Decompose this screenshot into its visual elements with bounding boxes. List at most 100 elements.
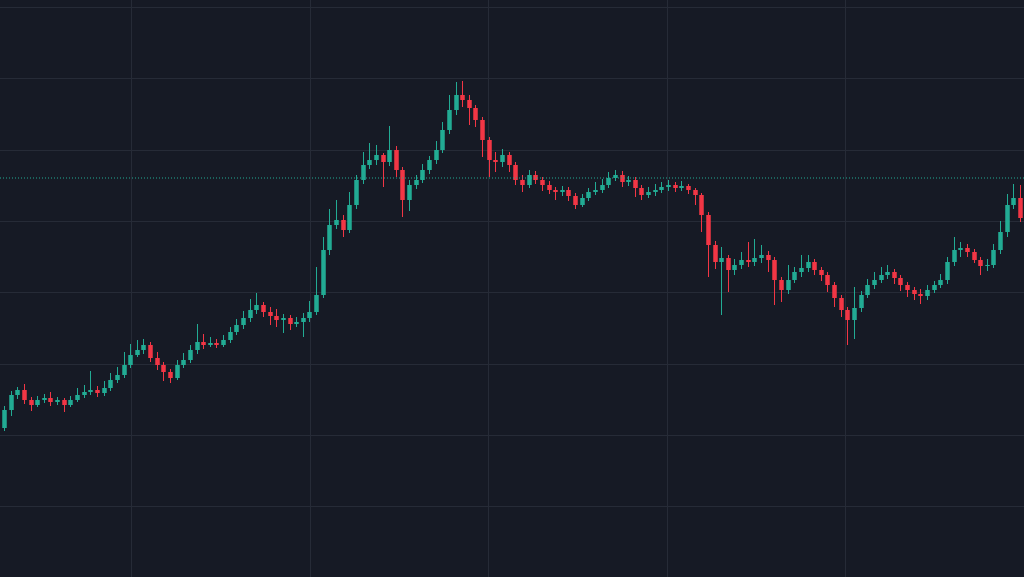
candle-body (985, 265, 990, 266)
candle-body (22, 390, 27, 400)
candle-body (726, 258, 731, 270)
candle-body (998, 232, 1003, 250)
candle-body (786, 280, 791, 290)
candle-body (553, 190, 558, 192)
candle-body (752, 258, 757, 262)
candle-body (294, 322, 299, 324)
candle-body (872, 280, 877, 285)
candle-body (639, 188, 644, 195)
candle-body (1011, 198, 1016, 205)
candle-body (387, 150, 392, 162)
candle-body (440, 130, 445, 150)
candle-body (865, 285, 870, 295)
candle-body (228, 332, 233, 340)
candle-body (925, 290, 930, 296)
candle-body (759, 255, 764, 258)
candle-body (95, 390, 100, 393)
candle-body (420, 170, 425, 180)
candle-body (739, 260, 744, 265)
candle-body (394, 150, 399, 170)
candle-body (102, 388, 107, 393)
candle-body (520, 180, 525, 185)
candle-body (991, 250, 996, 265)
candle-body (175, 365, 180, 378)
candle-body (460, 95, 465, 100)
candle-body (274, 316, 279, 320)
candle-body (155, 358, 160, 365)
candle-body (347, 205, 352, 230)
candle-body (507, 155, 512, 165)
candle-body (181, 360, 186, 365)
candle-body (732, 265, 737, 270)
candle-body (679, 186, 684, 188)
candle-body (214, 343, 219, 345)
candle-body (341, 220, 346, 230)
candle-body (633, 180, 638, 188)
candle-body (580, 198, 585, 205)
candle-body (626, 180, 631, 182)
candle-body (467, 100, 472, 108)
candle-body (281, 318, 286, 320)
candle-body (221, 340, 226, 345)
candle-body (613, 175, 618, 178)
candle-body (381, 155, 386, 162)
candle-body (560, 190, 565, 192)
candle-body (646, 192, 651, 195)
candle-body (454, 95, 459, 110)
candle-body (248, 310, 253, 318)
candle-body (122, 365, 127, 375)
candle-body (912, 290, 917, 294)
candle-body (42, 398, 47, 400)
candle-body (321, 250, 326, 295)
candle-body (892, 272, 897, 278)
candle-body (978, 260, 983, 266)
candle-body (673, 185, 678, 188)
candle-body (241, 318, 246, 325)
candle-body (135, 350, 140, 355)
candle-body (62, 400, 67, 405)
candle-body (400, 170, 405, 200)
candle-body (128, 355, 133, 365)
candle-body (898, 278, 903, 285)
candle-body (885, 272, 890, 275)
candle-body (540, 180, 545, 185)
candle-body (527, 175, 532, 185)
candle-body (932, 285, 937, 290)
candle-body (367, 160, 372, 165)
candle-body (958, 248, 963, 250)
candle-body (447, 110, 452, 130)
candle-body (82, 392, 87, 395)
candle-body (15, 390, 20, 395)
candle-body (268, 312, 273, 316)
candle-body (2, 410, 7, 428)
candle-body (566, 190, 571, 196)
candle-body (493, 160, 498, 162)
candle-body (68, 400, 73, 405)
candle-body (825, 275, 830, 285)
candle-body (779, 280, 784, 290)
candle-body (699, 195, 704, 215)
candle-body (859, 295, 864, 308)
candle-body (766, 255, 771, 260)
candle-body (547, 185, 552, 190)
candle-body (938, 280, 943, 285)
candle-body (9, 395, 14, 410)
candle-body (772, 260, 777, 280)
candle-body (1018, 198, 1023, 218)
candle-body (746, 260, 751, 262)
candle-body (845, 310, 850, 320)
candle-body (314, 295, 319, 312)
candle-body (839, 298, 844, 310)
candle-body (195, 342, 200, 350)
candle-body (473, 108, 478, 120)
candle-body (88, 390, 93, 392)
candle-body (407, 185, 412, 200)
candle-body (480, 120, 485, 140)
candle-body (414, 180, 419, 185)
candle-body (201, 342, 206, 345)
candle-body (952, 250, 957, 262)
candle-body (254, 305, 259, 310)
candle-body (35, 400, 40, 405)
candle-body (972, 252, 977, 260)
candle-body (487, 140, 492, 160)
